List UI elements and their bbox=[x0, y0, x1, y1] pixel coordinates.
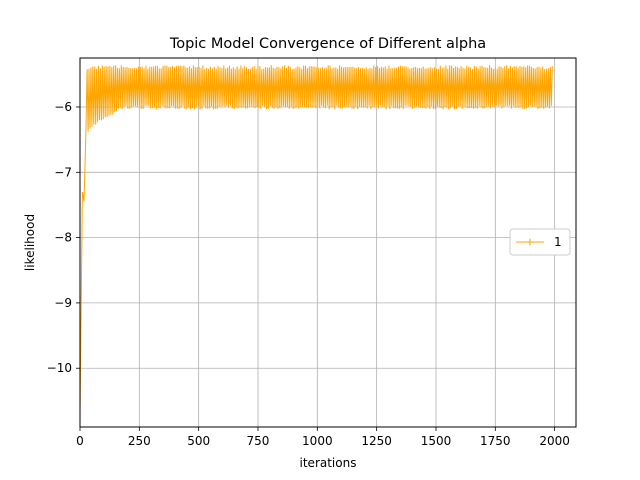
x-axis-label: iterations bbox=[300, 456, 357, 470]
grid bbox=[79, 58, 576, 427]
series-layer bbox=[79, 65, 553, 414]
x-tick-label: 250 bbox=[128, 434, 151, 448]
legend-entry-label: 1 bbox=[554, 235, 562, 249]
legend: 1 bbox=[509, 228, 571, 256]
legend-marker bbox=[526, 238, 534, 246]
y-axis: −10 −9 −8 −7 −6 bbox=[47, 100, 80, 375]
y-tick-label: −9 bbox=[54, 296, 72, 310]
x-tick-label: 500 bbox=[187, 434, 210, 448]
chart-title: Topic Model Convergence of Different alp… bbox=[169, 36, 486, 52]
x-tick-label: 1750 bbox=[480, 434, 511, 448]
x-tick-label: 1500 bbox=[421, 434, 452, 448]
series-line-1 bbox=[79, 65, 553, 414]
y-tick-label: −7 bbox=[54, 165, 72, 179]
x-axis: 0 250 500 750 1000 1250 1500 1750 2000 bbox=[76, 427, 570, 448]
x-tick-label: 1250 bbox=[361, 434, 392, 448]
x-tick-label: 2000 bbox=[539, 434, 570, 448]
x-tick-label: 0 bbox=[76, 434, 84, 448]
y-tick-label: −10 bbox=[47, 361, 72, 375]
x-tick-label: 1000 bbox=[302, 434, 333, 448]
x-tick-label: 750 bbox=[247, 434, 270, 448]
axes-frame bbox=[79, 57, 577, 428]
y-axis-label: likelihood bbox=[23, 214, 37, 271]
y-tick-label: −6 bbox=[54, 100, 72, 114]
y-tick-label: −8 bbox=[54, 231, 72, 245]
